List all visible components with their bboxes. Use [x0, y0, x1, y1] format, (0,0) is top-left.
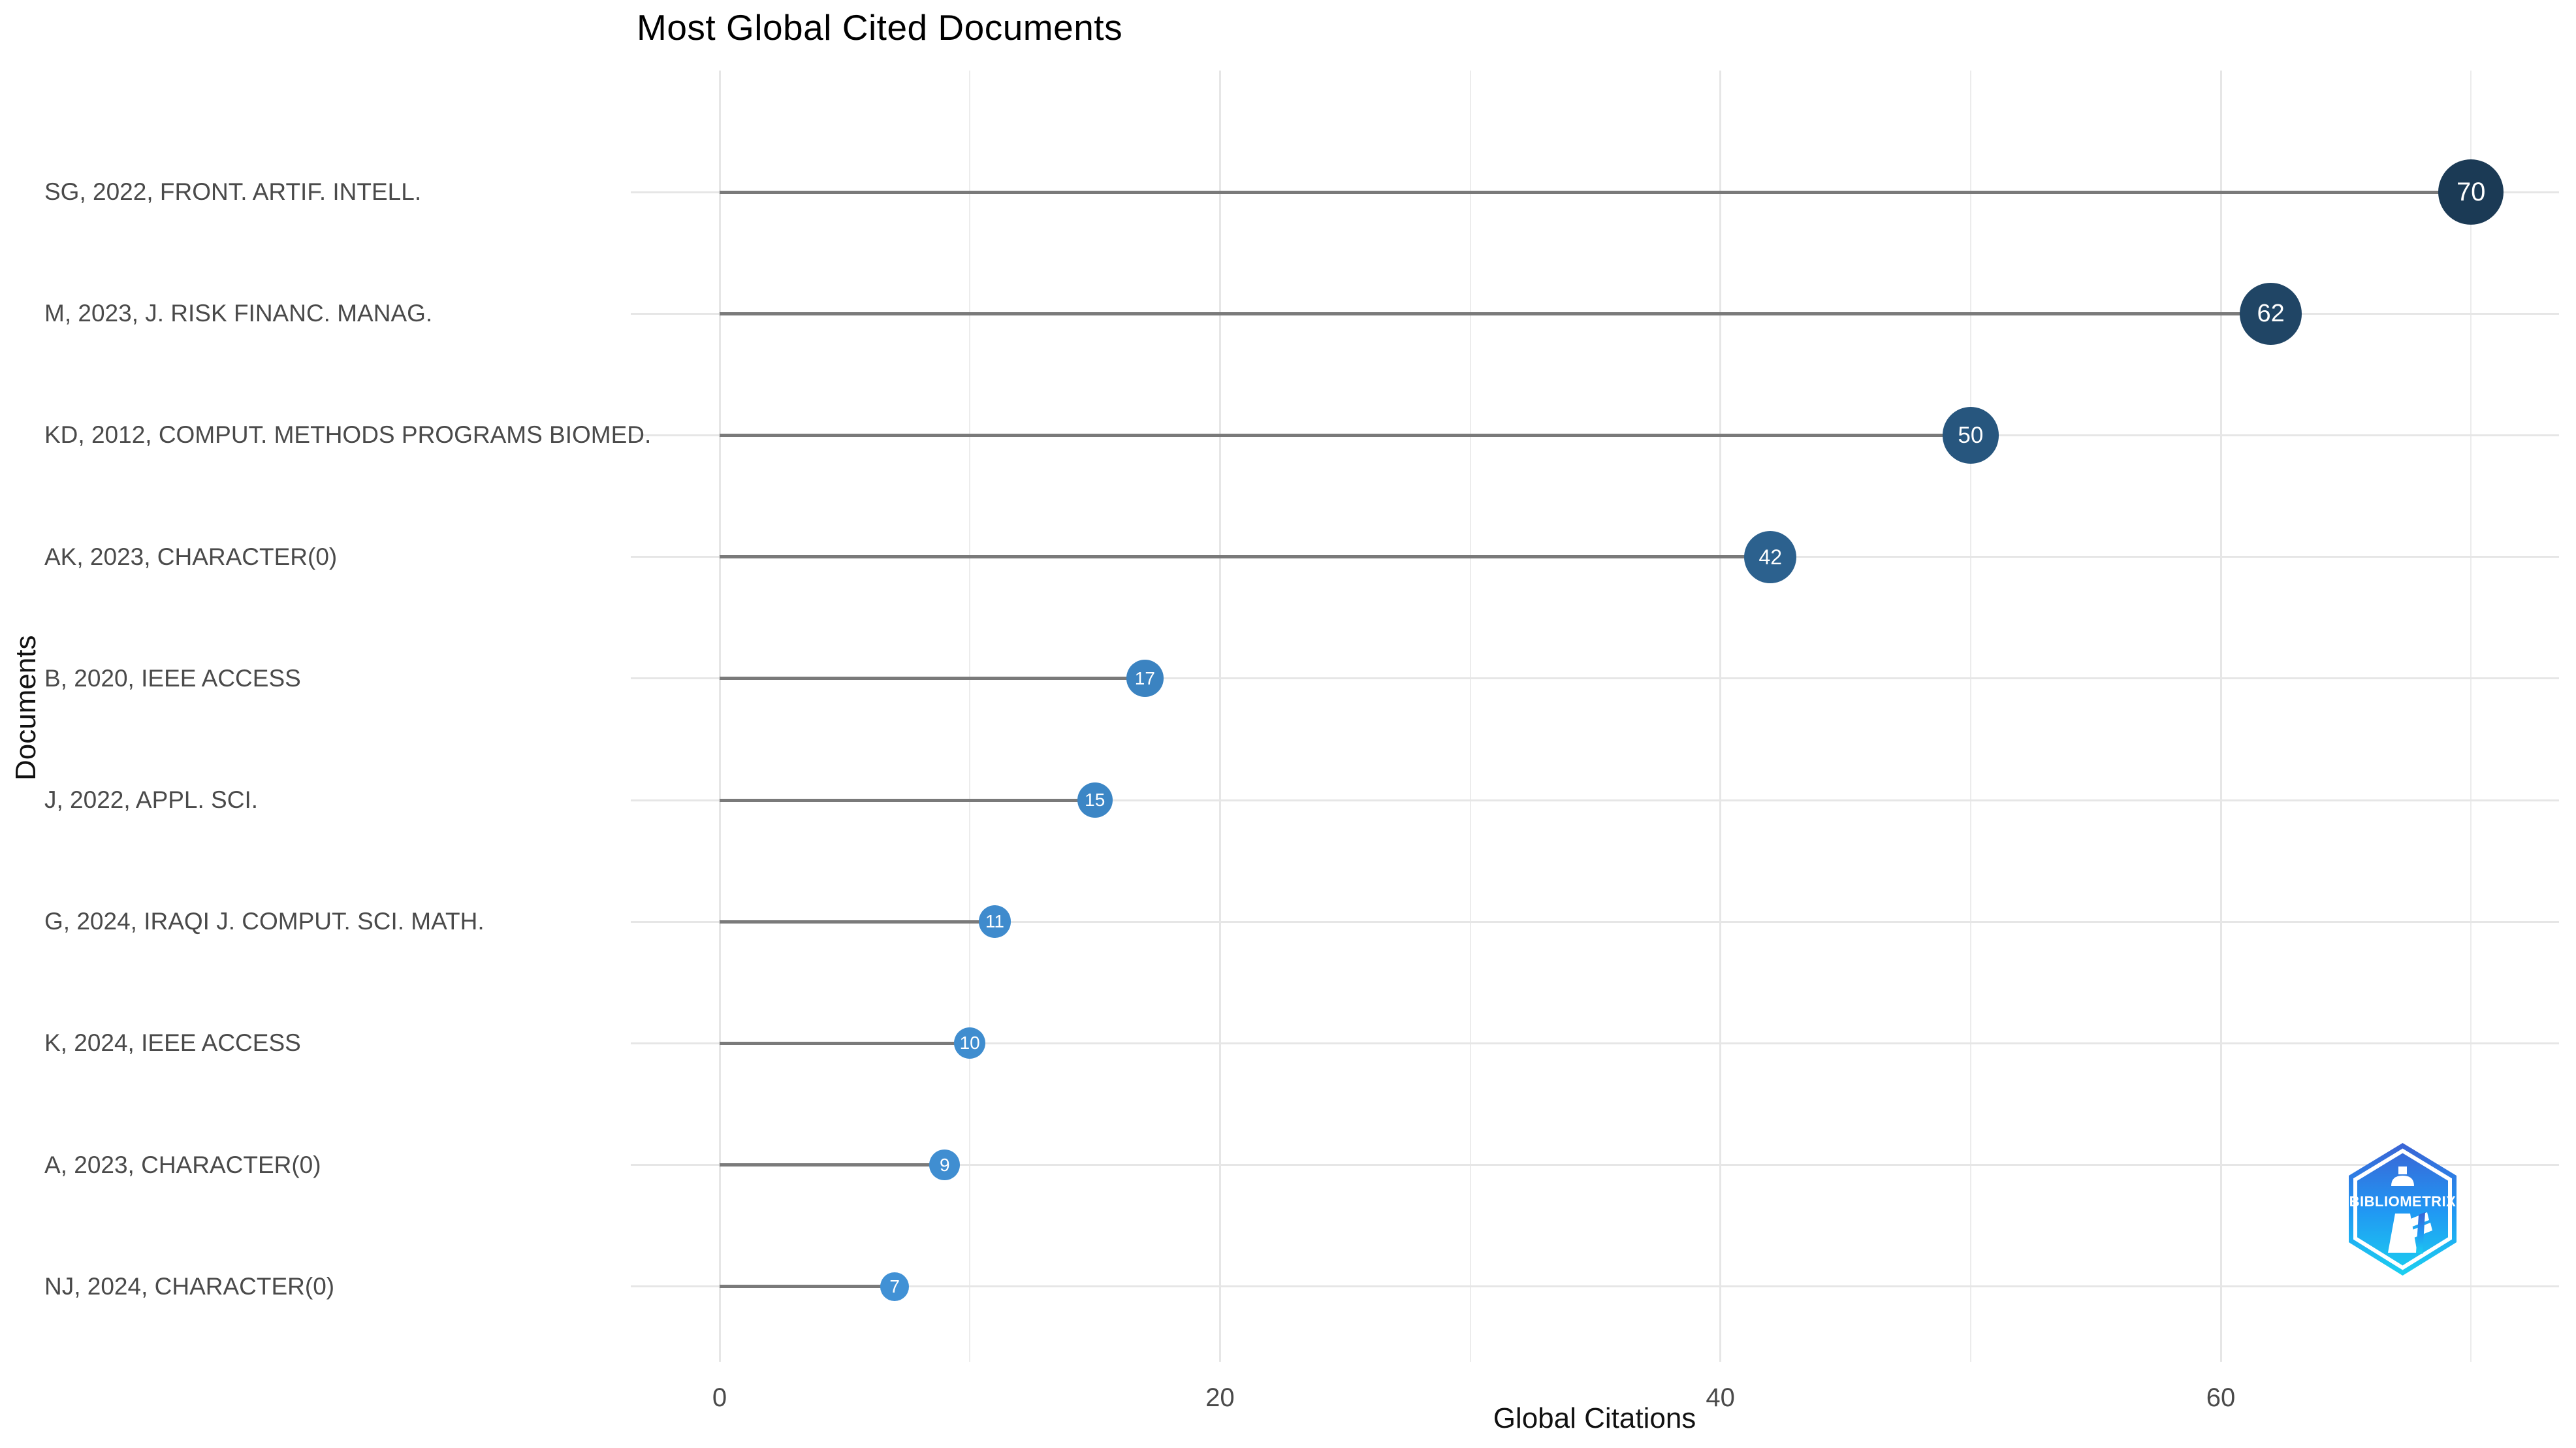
gridline-vertical-major — [2219, 71, 2222, 1362]
data-point-value: 10 — [959, 1033, 980, 1054]
data-point: 7 — [880, 1272, 910, 1301]
lollipop-stem — [720, 433, 1971, 437]
logo-inner-hexagon — [2353, 1148, 2452, 1270]
bibliometrix-logo: BIBLIOMETRIX — [2349, 1143, 2457, 1276]
data-point: 11 — [978, 905, 1011, 938]
gridline-horizontal — [631, 1164, 2559, 1166]
lollipop-stem — [720, 555, 1771, 559]
y-axis-label: A, 2023, CHARACTER(0) — [44, 1151, 321, 1178]
lollipop-stem — [720, 677, 1145, 681]
gridline-vertical-major — [1719, 71, 1722, 1362]
logo-wordmark: BIBLIOMETRIX — [2349, 1193, 2457, 1210]
data-point-value: 62 — [2257, 300, 2285, 328]
lollipop-stem — [720, 798, 1095, 802]
lollipop-stem — [720, 920, 995, 924]
data-point-value: 11 — [985, 911, 1004, 932]
y-axis-label: B, 2020, IEEE ACCESS — [44, 664, 301, 692]
gridline-horizontal — [631, 799, 2559, 801]
x-axis-tick-label: 0 — [712, 1383, 727, 1412]
data-point-value: 70 — [2456, 178, 2486, 206]
lollipop-stem — [720, 312, 2271, 315]
lighthouse-icon — [2388, 1166, 2432, 1254]
y-axis-label: AK, 2023, CHARACTER(0) — [44, 543, 338, 570]
logo-hexagon — [2349, 1143, 2457, 1276]
x-axis-tick-label: 60 — [2206, 1383, 2236, 1412]
y-axis-label: M, 2023, J. RISK FINANC. MANAG. — [44, 300, 433, 327]
data-point-value: 7 — [889, 1276, 900, 1296]
lollipop-stem — [720, 1163, 945, 1167]
data-point-value: 50 — [1958, 422, 1984, 448]
data-point-value: 17 — [1134, 668, 1155, 688]
data-point: 15 — [1077, 782, 1113, 818]
y-axis-label: K, 2024, IEEE ACCESS — [44, 1029, 301, 1057]
data-point: 42 — [1744, 530, 1797, 583]
gridline-vertical-minor — [1969, 71, 1971, 1362]
gridline-horizontal — [631, 1042, 2559, 1044]
gridline-horizontal — [631, 1285, 2559, 1288]
y-axis-label: SG, 2022, FRONT. ARTIF. INTELL. — [44, 178, 422, 205]
gridline-vertical-minor — [1469, 71, 1471, 1362]
gridline-vertical-minor — [2470, 71, 2472, 1362]
x-axis-tick-label: 20 — [1205, 1383, 1235, 1412]
y-axis-label: NJ, 2024, CHARACTER(0) — [44, 1272, 335, 1300]
lollipop-stem — [720, 1041, 970, 1045]
gridline-vertical-major — [1218, 71, 1221, 1362]
y-axis-label: J, 2022, APPL. SCI. — [44, 786, 259, 813]
gridline-horizontal — [631, 677, 2559, 680]
data-point: 10 — [954, 1027, 986, 1059]
data-point-value: 42 — [1758, 545, 1783, 569]
lollipop-stem — [720, 190, 2472, 194]
data-point-value: 9 — [940, 1154, 950, 1175]
gridline-vertical-major — [718, 71, 721, 1362]
data-point: 9 — [929, 1150, 961, 1180]
lollipop-stem — [720, 1285, 895, 1289]
data-point: 62 — [2240, 282, 2302, 345]
gridline-horizontal — [631, 920, 2559, 923]
chart-title: Most Global Cited Documents — [637, 7, 1123, 48]
data-point: 17 — [1126, 660, 1164, 698]
data-point: 70 — [2438, 159, 2504, 225]
gridline-vertical-minor — [969, 71, 971, 1362]
x-axis-title: Global Citations — [1493, 1402, 1696, 1434]
data-point-value: 15 — [1085, 789, 1105, 810]
y-axis-label: G, 2024, IRAQI J. COMPUT. SCI. MATH. — [44, 908, 485, 935]
y-axis-label: KD, 2012, COMPUT. METHODS PROGRAMS BIOME… — [44, 421, 652, 449]
x-axis-tick-label: 40 — [1706, 1383, 1735, 1412]
data-point: 50 — [1942, 407, 1999, 464]
